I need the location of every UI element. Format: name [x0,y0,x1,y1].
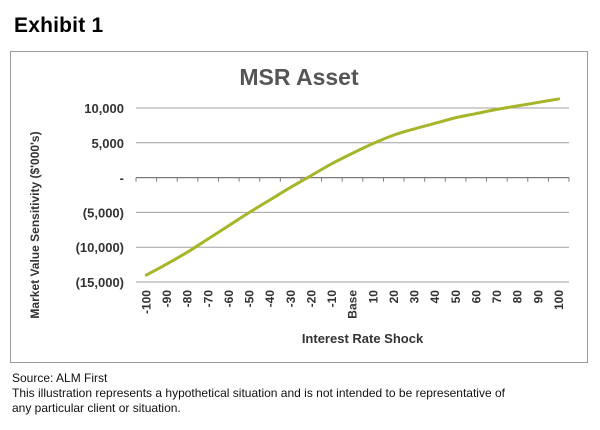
x-tick-label: -80 [181,290,195,308]
series-line [144,97,561,277]
y-axis-tick-labels: 10,000 5,000 - (5,000) (10,000) (15,000) [76,101,124,290]
y-tick-label: 10,000 [84,101,124,116]
x-tick-label: -40 [263,290,277,308]
footnote: Source: ALM First This illustration repr… [12,371,592,416]
y-axis-label: Market Value Sensitivity ($'000's) [28,131,42,318]
series-line-group [144,97,561,277]
x-tick-label: -70 [201,290,215,308]
x-tick-label: 100 [552,290,566,310]
x-tick-label: -30 [284,290,298,308]
y-tick-label: (10,000) [76,240,124,255]
x-axis-label: Interest Rate Shock [302,331,424,346]
x-tick-label: 20 [387,290,401,304]
x-tick-label: -20 [304,290,318,308]
x-tick-label: 70 [490,290,504,304]
disclaimer-line-2: any particular client or situation. [12,401,181,415]
y-tick-label: (15,000) [76,275,124,290]
x-tick-label: -100 [140,290,154,314]
x-tick-label: Base [346,290,360,319]
disclaimer-line-1: This illustration represents a hypotheti… [12,386,505,400]
x-tick-label: 10 [366,290,380,304]
x-tick-label: 60 [469,290,483,304]
chart-frame: MSR Asset 10,000 5,000 - (5,000) (10,000) (15… [10,51,588,363]
source-note: Source: ALM First [12,371,108,385]
y-tick-label: - [120,171,124,186]
x-tick-label: -90 [160,290,174,308]
exhibit-title: Exhibit 1 [14,14,104,37]
msr-asset-chart: MSR Asset 10,000 5,000 - (5,000) (10,000) (15… [28,64,570,346]
y-tick-label: (5,000) [83,205,124,220]
x-tick-label: 40 [428,290,442,304]
x-tick-label: 80 [511,290,525,304]
x-tick-label: -60 [222,290,236,308]
x-tick-label: -10 [325,290,339,308]
x-axis [135,176,570,182]
x-tick-label: -50 [243,290,257,308]
gridlines [136,107,569,283]
x-tick-label: 50 [449,290,463,304]
y-tick-label: 5,000 [91,136,124,151]
x-axis-tick-labels: -100 -90 -80 -70 -60 -50 -40 -30 -20 -10 Base 10 20 3… [140,290,566,319]
x-tick-label: 90 [531,290,545,304]
x-tick-label: 30 [408,290,422,304]
chart-title: MSR Asset [239,64,359,90]
